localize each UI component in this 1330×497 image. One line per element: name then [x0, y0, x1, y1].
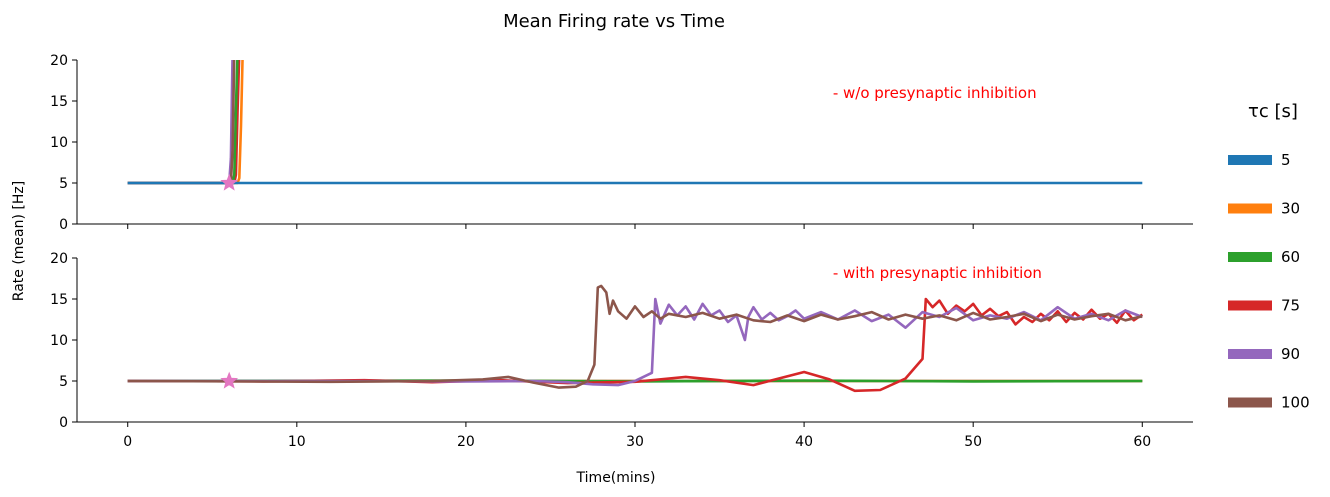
legend-label: 100: [1281, 394, 1310, 412]
series-lines: [127, 60, 1143, 185]
legend-item-5: 5: [1228, 151, 1291, 169]
legend-swatch: [1228, 349, 1272, 359]
series-line-30: [127, 60, 244, 185]
legend-swatch: [1228, 252, 1272, 262]
x-tick-label: 20: [457, 434, 475, 450]
panel-annotation: - w/o presynaptic inhibition: [833, 84, 1037, 102]
star-marker: [220, 173, 239, 191]
legend-swatch: [1228, 155, 1272, 165]
legend-item-60: 60: [1228, 248, 1300, 266]
legend-label: 75: [1281, 297, 1300, 315]
legend-label: 30: [1281, 200, 1300, 218]
y-tick-label: 0: [59, 217, 68, 233]
series-lines: [127, 284, 1144, 393]
y-axis-label: Rate (mean) [Hz]: [11, 181, 27, 301]
y-tick-label: 5: [59, 374, 68, 390]
y-tick-label: 15: [50, 94, 68, 110]
x-axis-label: Time(mins): [576, 470, 656, 486]
series-line-75: [127, 60, 241, 185]
legend-swatch: [1228, 300, 1272, 311]
series-line-60: [127, 60, 239, 185]
y-tick-label: 5: [59, 176, 68, 192]
x-tick-label: 50: [964, 434, 982, 450]
y-tick-label: 15: [50, 292, 68, 308]
chart-title: Mean Firing rate vs Time: [503, 11, 725, 32]
y-tick-label: 10: [50, 135, 68, 151]
series-line-100: [127, 284, 1143, 389]
panel-without-inhibition: 0 5 10 15 20 - w/o presynaptic inhibition: [50, 53, 1193, 233]
y-tick-label: 20: [50, 251, 68, 267]
legend-item-75: 75: [1228, 297, 1300, 315]
legend-item-90: 90: [1228, 345, 1300, 363]
legend-item-100: 100: [1228, 394, 1310, 412]
panel-annotation: - with presynaptic inhibition: [833, 264, 1042, 282]
x-tick-label: 10: [288, 434, 306, 450]
series-line-75: [127, 297, 1144, 393]
series-line-90: [127, 60, 234, 185]
legend-swatch: [1228, 397, 1272, 408]
panel-with-inhibition: 0 5 10 15 20 0 10 20 30 40 50 60 - with presynaptic …: [50, 251, 1193, 450]
series-line-90: [127, 297, 1143, 387]
star-marker: [220, 371, 239, 389]
series-line-100: [127, 60, 236, 185]
x-tick-label: 60: [1133, 434, 1151, 450]
legend-item-30: 30: [1228, 200, 1300, 218]
y-tick-label: 10: [50, 333, 68, 349]
x-tick-label: 30: [626, 434, 644, 450]
legend-label: 90: [1281, 345, 1300, 363]
legend-label: 5: [1281, 151, 1291, 169]
x-tick-label: 0: [123, 434, 132, 450]
legend-title: τc [s]: [1248, 101, 1298, 122]
y-tick-label: 0: [59, 415, 68, 431]
legend-swatch: [1228, 203, 1272, 214]
y-tick-label: 20: [50, 53, 68, 69]
legend: τc [s] 5 30 60 75 90 100: [1228, 101, 1310, 412]
x-tick-label: 40: [795, 434, 813, 450]
legend-label: 60: [1281, 248, 1300, 266]
